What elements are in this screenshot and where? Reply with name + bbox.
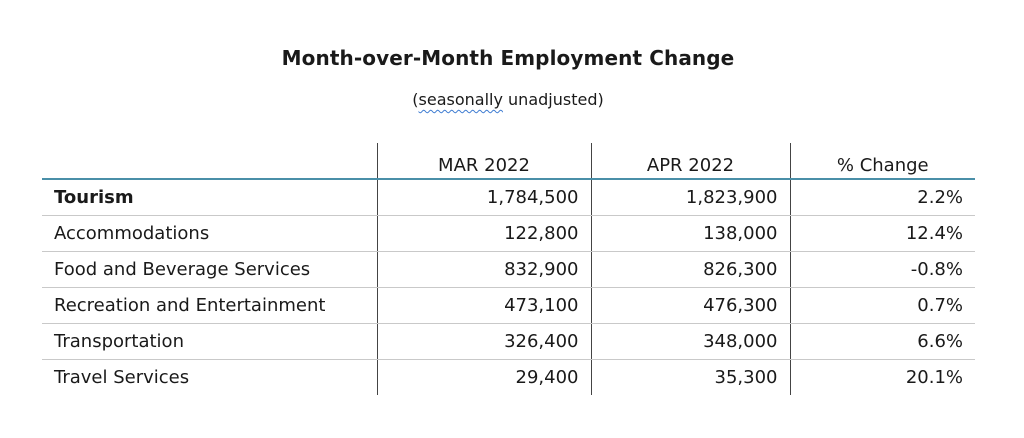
table-row: Travel Services 29,400 35,300 20.1%: [42, 359, 975, 395]
cell-apr: 35,300: [590, 359, 790, 395]
cell-change: -0.8%: [789, 251, 975, 288]
table-row: Tourism 1,784,500 1,823,900 2.2%: [42, 179, 975, 216]
cell-apr: 138,000: [590, 215, 790, 252]
header-apr-2022: APR 2022: [590, 143, 790, 179]
subtitle-rest: unadjusted): [502, 90, 604, 109]
row-label: Tourism: [42, 179, 377, 216]
cell-change: 20.1%: [789, 359, 975, 395]
table-row: Recreation and Entertainment 473,100 476…: [42, 287, 975, 324]
row-label: Accommodations: [42, 215, 377, 252]
cell-mar: 122,800: [376, 215, 591, 252]
cell-mar: 326,400: [376, 323, 591, 360]
cell-apr: 476,300: [590, 287, 790, 324]
cell-change: 12.4%: [789, 215, 975, 252]
cell-change: 2.2%: [789, 179, 975, 216]
cell-apr: 1,823,900: [590, 179, 790, 216]
row-label: Transportation: [42, 323, 377, 360]
page-title: Month-over-Month Employment Change: [281, 46, 735, 70]
cell-change: 0.7%: [789, 287, 975, 324]
row-label: Food and Beverage Services: [42, 251, 377, 288]
employment-table: MAR 2022 APR 2022 % Change Tourism 1,784…: [42, 143, 975, 395]
cell-apr: 826,300: [590, 251, 790, 288]
table-row: Transportation 326,400 348,000 6.6%: [42, 323, 975, 360]
cell-change: 6.6%: [789, 323, 975, 360]
table-row: Food and Beverage Services 832,900 826,3…: [42, 251, 975, 288]
header-pct-change: % Change: [789, 143, 975, 179]
subtitle-open: (: [412, 90, 419, 109]
header-mar-2022: MAR 2022: [376, 143, 591, 179]
cell-mar: 1,784,500: [376, 179, 591, 216]
cell-mar: 473,100: [376, 287, 591, 324]
row-label: Recreation and Entertainment: [42, 287, 377, 324]
header-category: [42, 143, 377, 179]
cell-mar: 29,400: [376, 359, 591, 395]
table-header-row: MAR 2022 APR 2022 % Change: [42, 143, 975, 179]
subtitle-underlined-word: seasonally: [418, 90, 503, 109]
page-subtitle: (seasonally unadjusted): [0, 90, 1016, 109]
cell-apr: 348,000: [590, 323, 790, 360]
table-row: Accommodations 122,800 138,000 12.4%: [42, 215, 975, 252]
cell-mar: 832,900: [376, 251, 591, 288]
row-label: Travel Services: [54, 367, 190, 388]
